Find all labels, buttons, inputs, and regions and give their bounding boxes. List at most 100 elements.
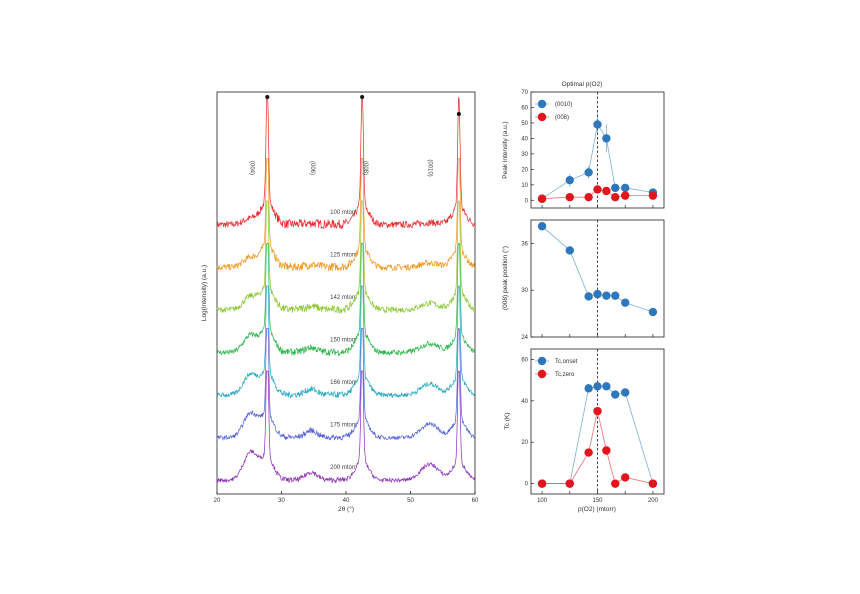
xrd-peak-label: (0010) bbox=[427, 159, 433, 176]
y-tick-label: 10 bbox=[521, 183, 528, 189]
data-point bbox=[611, 390, 620, 399]
xrd-series-label: 175 mtorr bbox=[330, 423, 356, 429]
data-point bbox=[602, 291, 611, 300]
xrd-curve bbox=[216, 243, 476, 357]
y-tick-label: 20 bbox=[521, 167, 528, 173]
data-point bbox=[621, 183, 630, 193]
data-point bbox=[565, 246, 574, 255]
data-point bbox=[621, 388, 630, 397]
y-tick-label: 0 bbox=[525, 482, 529, 488]
y-tick-label: 40 bbox=[521, 136, 528, 142]
figure-title: Optimal p(O2) bbox=[562, 81, 603, 88]
xrd-peak-label: (006) bbox=[309, 161, 315, 175]
data-point bbox=[593, 120, 602, 129]
data-point bbox=[611, 479, 620, 488]
data-point bbox=[565, 175, 574, 185]
xrd-curve bbox=[216, 158, 476, 272]
data-point bbox=[648, 191, 658, 200]
data-point bbox=[593, 406, 602, 416]
data-point bbox=[602, 186, 611, 196]
legend-label: Tc,onset bbox=[555, 359, 578, 365]
data-point bbox=[584, 448, 593, 457]
y-tick-label: 0 bbox=[525, 198, 529, 204]
data-point bbox=[593, 289, 602, 299]
data-point bbox=[611, 183, 620, 193]
y-tick-label: 40 bbox=[521, 399, 528, 405]
data-point bbox=[602, 446, 611, 455]
xrd-curve bbox=[216, 370, 476, 484]
xrd-panel: 100 mtorr 125 mtorr 142 mtorr 150 mtorr 166 … bbox=[201, 91, 479, 513]
legend-label: (008) bbox=[555, 115, 569, 121]
y-tick-label: 50 bbox=[521, 121, 528, 127]
xrd-x-ticks: 20 30 40 50 60 bbox=[214, 491, 479, 504]
xrd-reference-dot bbox=[265, 95, 270, 99]
xrd-x-tick-label: 50 bbox=[407, 498, 414, 504]
data-point bbox=[537, 479, 547, 488]
xrd-series-label: 125 mtorr bbox=[330, 253, 356, 259]
xrd-curve bbox=[216, 285, 476, 399]
legend-label: Tc,zero bbox=[555, 372, 575, 378]
data-point bbox=[648, 307, 658, 317]
data-point bbox=[565, 479, 574, 488]
data-point bbox=[593, 185, 602, 194]
data-point bbox=[565, 192, 574, 202]
xrd-series-labels: 100 mtorr 125 mtorr 142 mtorr 150 mtorr 166 … bbox=[330, 210, 356, 471]
data-point bbox=[584, 192, 593, 202]
xrd-reference-dot bbox=[360, 95, 365, 99]
xrd-series-label: 200 mtorr bbox=[330, 465, 356, 471]
xrd-curve bbox=[216, 95, 476, 230]
xrd-x-label: 2θ (°) bbox=[338, 505, 354, 513]
tc-y-label: Tc (K) bbox=[504, 413, 511, 430]
tc-x-label: p(O2) (mtorr) bbox=[578, 506, 616, 513]
y-tick-label: 36 bbox=[521, 241, 528, 247]
tc-panel: Tc (K) p(O2) (mtorr) 0 20 40 60 100 150 200 Tc,… bbox=[504, 348, 665, 513]
data-point bbox=[621, 191, 630, 200]
data-point bbox=[611, 192, 620, 202]
xrd-series-label: 142 mtorr bbox=[330, 295, 356, 301]
xrd-x-tick-label: 20 bbox=[214, 498, 221, 504]
xrd-peak-labels: (004) (006) (008) (0010) bbox=[249, 159, 433, 176]
xrd-series-label: 150 mtorr bbox=[330, 338, 356, 344]
peak-intensity-panel: Peak intensity (a.u.) 0 10 20 30 40 50 60 70 (00… bbox=[502, 90, 665, 209]
data-point bbox=[584, 384, 593, 393]
xrd-series-label: 166 mtorr bbox=[330, 380, 356, 386]
data-point bbox=[593, 382, 602, 391]
xrd-series-label: 100 mtorr bbox=[330, 210, 356, 216]
data-point bbox=[648, 479, 658, 488]
x-tick-label: 150 bbox=[592, 498, 603, 504]
xrd-x-tick-label: 40 bbox=[343, 498, 350, 504]
data-point bbox=[537, 222, 547, 231]
data-point bbox=[611, 291, 620, 300]
x-tick-label: 200 bbox=[648, 498, 659, 504]
data-point bbox=[584, 292, 593, 301]
xrd-curves bbox=[216, 95, 476, 484]
xrd-peak-label: (008) bbox=[362, 161, 368, 175]
y-tick-label: 60 bbox=[521, 105, 528, 111]
xrd-x-tick-label: 60 bbox=[472, 498, 479, 504]
peak-position-panel: (008) peak position (°) 24 30 36 bbox=[501, 219, 665, 341]
y-tick-label: 60 bbox=[521, 357, 528, 363]
data-point bbox=[621, 473, 630, 482]
y-tick-label: 24 bbox=[521, 335, 528, 341]
xrd-x-tick-label: 30 bbox=[278, 498, 285, 504]
xrd-peak-label: (004) bbox=[249, 161, 255, 175]
data-point bbox=[621, 298, 630, 307]
x-tick-label: 100 bbox=[537, 498, 548, 504]
data-point bbox=[602, 382, 611, 391]
xrd-reference-dot bbox=[456, 112, 461, 116]
legend-label: (0010) bbox=[555, 102, 572, 108]
xrd-curve bbox=[216, 200, 476, 314]
y-tick-label: 30 bbox=[521, 288, 528, 294]
xrd-reference-dots bbox=[265, 95, 461, 116]
data-point bbox=[602, 134, 611, 143]
y-tick-label: 30 bbox=[521, 152, 528, 158]
xrd-curve bbox=[216, 328, 476, 442]
peak-intensity-y-label: Peak intensity (a.u.) bbox=[502, 121, 509, 178]
data-point bbox=[537, 194, 547, 203]
data-point bbox=[584, 168, 593, 177]
y-tick-label: 70 bbox=[521, 90, 528, 96]
y-tick-label: 20 bbox=[521, 440, 528, 446]
peak-position-y-label: (008) peak position (°) bbox=[501, 246, 509, 310]
xrd-y-label: Log(Intensity) (a.u.) bbox=[201, 265, 208, 321]
